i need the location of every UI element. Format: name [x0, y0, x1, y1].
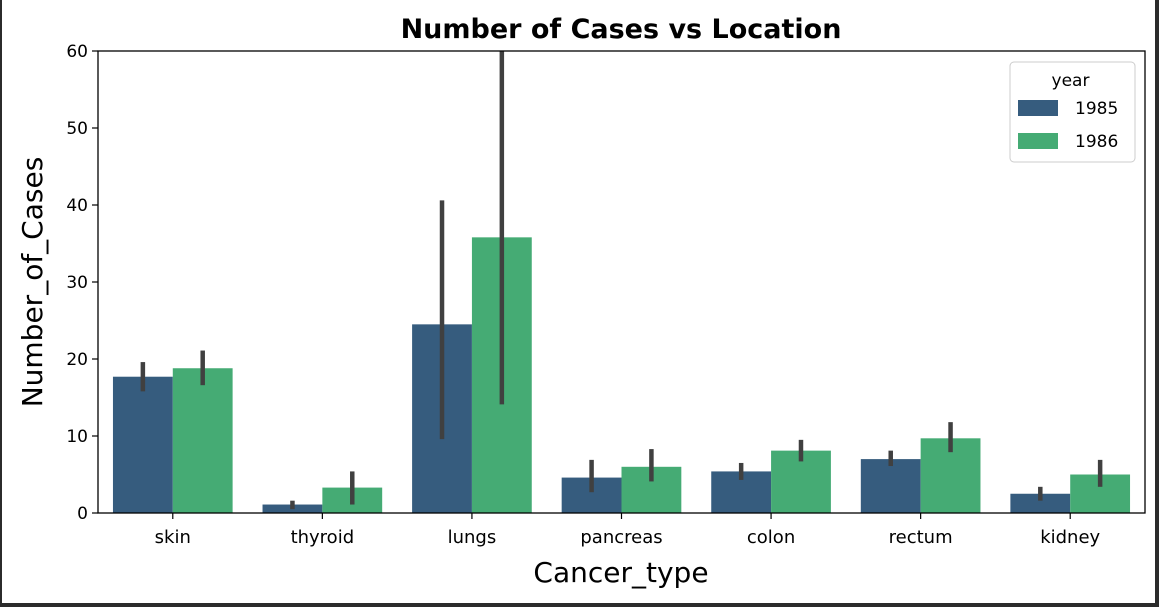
legend-swatch-1986 — [1018, 133, 1058, 149]
y-tick-label-50: 50 — [66, 119, 88, 139]
y-tick-label-40: 40 — [66, 196, 88, 216]
y-tick-label-0: 0 — [77, 504, 88, 524]
bar-1985-rectum — [860, 459, 921, 513]
bar-1986-skin — [172, 368, 233, 513]
x-tick-label-colon: colon — [747, 527, 795, 548]
bar-1985-skin — [112, 376, 173, 513]
chart-title: Number of Cases vs Location — [401, 14, 842, 45]
x-tick-label-thyroid: thyroid — [291, 527, 355, 548]
legend: year 1985 1986 — [1009, 61, 1136, 163]
y-axis-label: Number_of_Cases — [16, 157, 49, 408]
x-tick-label-lungs: lungs — [448, 527, 497, 548]
x-tick-label-skin: skin — [155, 527, 191, 548]
legend-label-1985: 1985 — [1075, 99, 1118, 119]
y-tick-label-20: 20 — [66, 350, 88, 370]
y-tick-label-10: 10 — [66, 427, 88, 447]
axes-frame — [97, 50, 1146, 514]
plot-area: 0 10 20 30 40 50 60 skin thyroid lungs pancreas col… — [66, 42, 1146, 548]
x-tick-label-pancreas: pancreas — [580, 527, 662, 548]
y-tick-label-30: 30 — [66, 273, 88, 293]
bar-1985-kidney — [1010, 493, 1071, 513]
x-tick-label-rectum: rectum — [889, 527, 953, 548]
legend-label-1986: 1986 — [1075, 132, 1118, 152]
legend-title: year — [1052, 71, 1090, 91]
y-tick-label-60: 60 — [66, 42, 88, 62]
x-axis-label: Cancer_type — [533, 556, 708, 589]
legend-swatch-1985 — [1018, 100, 1058, 116]
x-tick-label-kidney: kidney — [1040, 527, 1100, 548]
